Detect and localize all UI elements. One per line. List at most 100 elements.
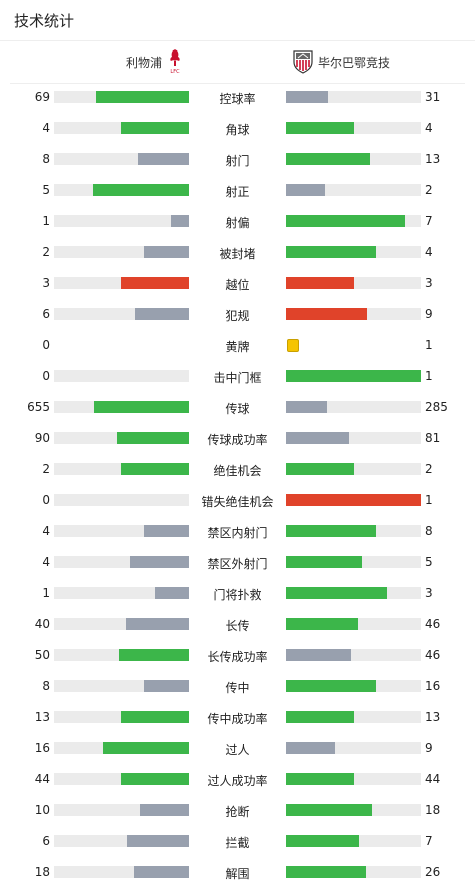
stat-label: 拦截 (225, 836, 250, 850)
stat-row: 8 射门 13 (0, 144, 475, 175)
away-stat-value: 7 (425, 834, 433, 848)
away-stat-bar (286, 432, 421, 444)
home-stat-bar (54, 835, 189, 847)
home-stat-bar (54, 184, 189, 196)
away-stat-value: 4 (425, 245, 433, 259)
away-stat-value: 2 (425, 183, 433, 197)
stat-label: 抢断 (225, 805, 250, 819)
stat-row: 6 犯规 9 (0, 299, 475, 330)
away-stat-value: 31 (425, 90, 441, 104)
away-stat-value: 13 (425, 710, 441, 724)
away-stat-value: 1 (425, 493, 433, 507)
stat-label: 射正 (225, 185, 250, 199)
home-stat-bar-fill (155, 587, 189, 599)
stat-label: 长传成功率 (207, 650, 268, 664)
home-stat-bar (54, 742, 189, 754)
home-stat-value: 90 (34, 431, 50, 445)
away-stat-bar (286, 649, 421, 661)
home-team: 利物浦 LFC (126, 41, 182, 83)
away-stat-bar-fill (286, 122, 354, 134)
page-title: 技术统计 (14, 11, 75, 30)
away-stat-value: 46 (425, 648, 441, 662)
away-stat-bar (286, 525, 421, 537)
away-stat-bar-fill (286, 432, 349, 444)
home-stat-value: 50 (34, 648, 50, 662)
home-stat-bar (54, 494, 189, 506)
stat-row: 2 绝佳机会 2 (0, 454, 475, 485)
away-stat-bar-fill (286, 91, 328, 103)
stat-row: 90 传球成功率 81 (0, 423, 475, 454)
home-stat-bar (54, 277, 189, 289)
away-stat-value: 2 (425, 462, 433, 476)
home-stat-bar (54, 556, 189, 568)
stat-label: 禁区外射门 (207, 557, 268, 571)
away-stat-bar-fill (286, 804, 372, 816)
home-stat-value: 4 (42, 524, 50, 538)
home-stat-bar (54, 711, 189, 723)
away-stat-bar (286, 587, 421, 599)
away-stat-bar (286, 370, 421, 382)
home-team-name: 利物浦 (126, 55, 163, 70)
away-stat-value: 8 (425, 524, 433, 538)
away-stat-bar-fill (286, 711, 354, 723)
away-stat-bar (286, 308, 421, 320)
stat-label: 被封堵 (219, 247, 256, 261)
home-stat-value: 0 (42, 493, 50, 507)
home-stat-bar-fill (135, 308, 189, 320)
away-stat-bar (286, 215, 421, 227)
home-stat-bar (54, 91, 189, 103)
away-stat-bar (286, 711, 421, 723)
home-stat-bar-fill (121, 463, 189, 475)
stat-row: 8 传中 16 (0, 671, 475, 702)
away-stat-bar (286, 556, 421, 568)
away-stat-bar (286, 246, 421, 258)
team-names-row: 利物浦 LFC 毕尔巴鄂竞技 (10, 41, 465, 84)
home-stat-bar-fill (144, 525, 189, 537)
away-stat-bar-fill (286, 277, 354, 289)
home-stat-value: 0 (42, 369, 50, 383)
away-stat-value: 81 (425, 431, 441, 445)
away-stat-bar (286, 153, 421, 165)
away-stat-value: 16 (425, 679, 441, 693)
stat-label: 犯规 (225, 309, 250, 323)
away-stat-bar-fill (286, 556, 362, 568)
home-stat-bar-fill (94, 401, 189, 413)
home-stat-bar-fill (144, 246, 189, 258)
home-stat-bar-fill (138, 153, 189, 165)
home-stat-value: 6 (42, 834, 50, 848)
stat-row: 0 黄牌 1 (0, 330, 475, 361)
stat-label: 传球 (225, 402, 250, 416)
home-stat-bar-fill (144, 680, 189, 692)
stat-row: 18 解围 26 (0, 857, 475, 888)
home-stat-bar (54, 370, 189, 382)
away-stat-bar (286, 463, 421, 475)
liverpool-crest-icon: LFC (168, 48, 182, 77)
home-stat-bar-fill (117, 432, 189, 444)
home-stat-bar-fill (119, 649, 189, 661)
away-stat-bar-fill (286, 525, 376, 537)
home-stat-bar (54, 773, 189, 785)
stat-row: 69 控球率 31 (0, 82, 475, 113)
away-stat-bar-fill (286, 618, 358, 630)
away-team-name: 毕尔巴鄂竞技 (318, 55, 391, 70)
home-stat-value: 69 (34, 90, 50, 104)
stat-row: 44 过人成功率 44 (0, 764, 475, 795)
away-stat-bar-fill (286, 742, 335, 754)
home-stat-bar (54, 246, 189, 258)
home-stat-value: 4 (42, 121, 50, 135)
stat-label: 门将扑救 (213, 588, 262, 602)
home-stat-value: 44 (34, 772, 50, 786)
home-stat-bar-fill (121, 277, 189, 289)
stat-label: 控球率 (219, 92, 256, 106)
home-stat-bar (54, 308, 189, 320)
away-stat-bar-fill (286, 835, 359, 847)
home-stat-value: 16 (34, 741, 50, 755)
stat-label: 长传 (225, 619, 250, 633)
away-stat-bar (286, 122, 421, 134)
stats-header: 技术统计 (0, 0, 475, 41)
home-stat-value: 4 (42, 555, 50, 569)
away-stat-value: 7 (425, 214, 433, 228)
home-stat-value: 13 (34, 710, 50, 724)
away-stat-bar-fill (286, 773, 354, 785)
stat-row: 4 角球 4 (0, 113, 475, 144)
